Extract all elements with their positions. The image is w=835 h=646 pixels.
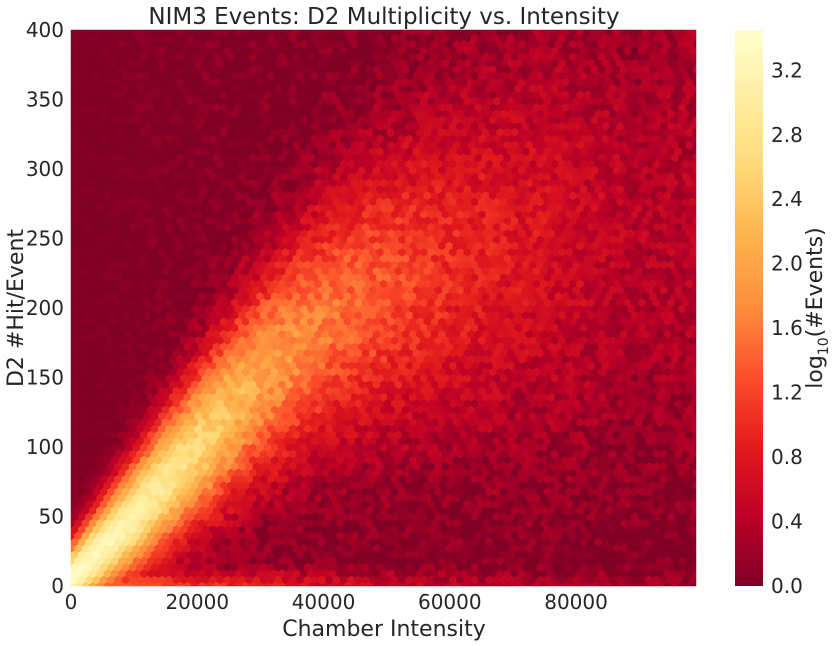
hexbin-cells — [70, 29, 697, 587]
chart-title: NIM3 Events: D2 Multiplicity vs. Intensi… — [148, 4, 619, 30]
